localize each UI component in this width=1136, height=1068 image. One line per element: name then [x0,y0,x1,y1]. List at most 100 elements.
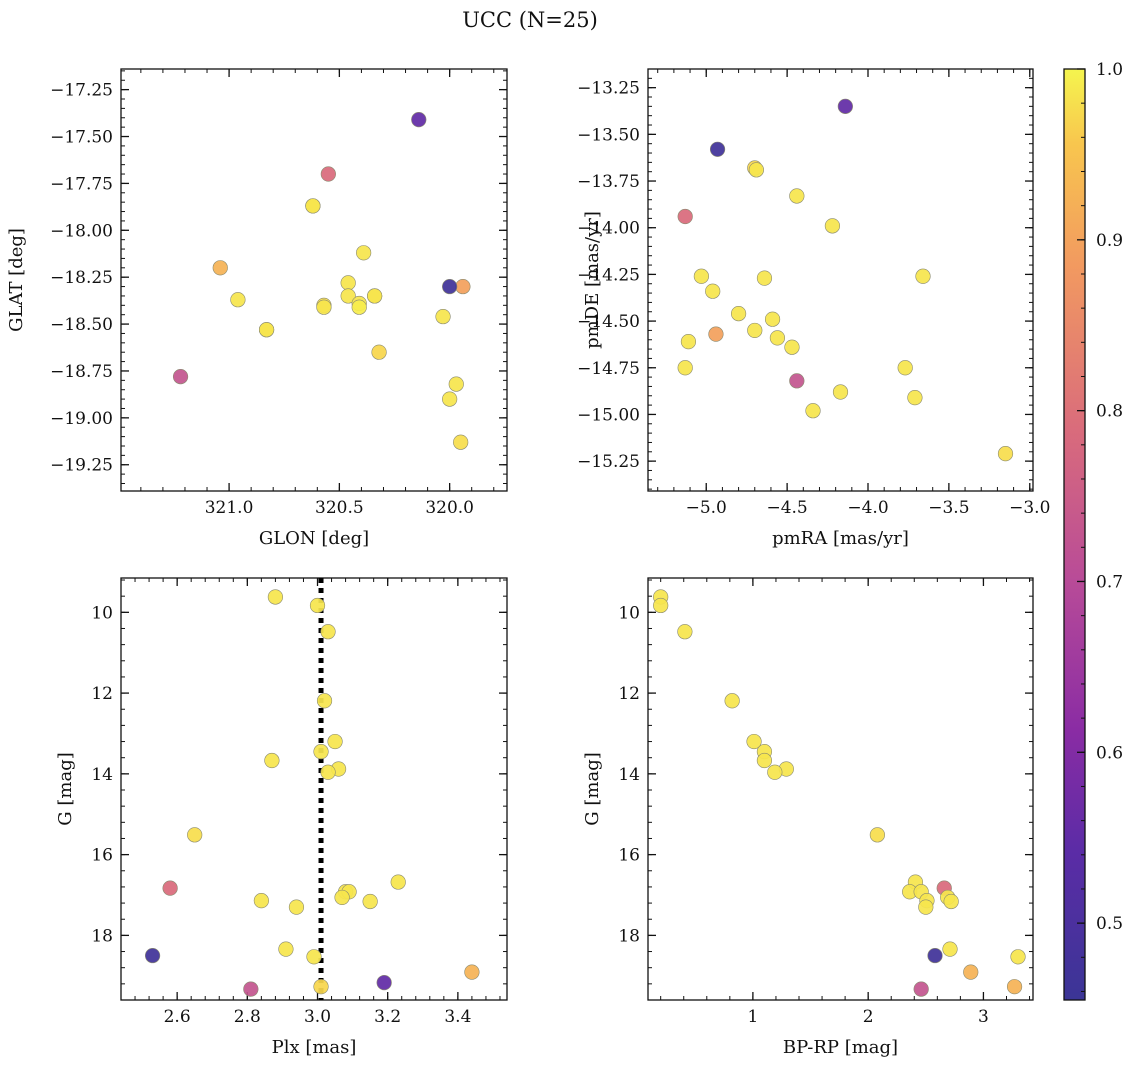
y-tick-label: 10 [618,603,640,623]
plot-frame [120,577,508,1001]
data-point [230,292,246,308]
data-point [1006,979,1023,995]
data-point [680,334,697,350]
data-point [724,693,740,709]
data-point [162,880,178,896]
y-tick-label: −15.00 [577,405,640,425]
x-tick-label: −5.0 [686,498,727,518]
data-point [455,278,471,295]
data-point [187,827,203,843]
data-point [746,733,762,750]
y-tick-label: 14 [618,765,640,785]
y-tick-label: −14.25 [577,265,640,285]
colorbar-tick-label: 0.8 [1096,402,1123,422]
y-tick-label: −14.50 [577,312,640,332]
data-point [288,899,305,915]
x-tick-label: 3.4 [444,1007,471,1027]
data-point [653,597,669,614]
data-point [356,245,372,261]
y-tick-label: −18.00 [50,221,113,241]
y-tick-label: 10 [91,603,113,623]
data-point [320,166,336,182]
y-tick-label: 18 [91,926,113,946]
data-point [907,390,923,406]
x-tick-label: −3.0 [1009,498,1050,518]
data-point [411,112,427,128]
data-point [677,360,693,376]
data-point [442,391,458,407]
data-point [316,299,332,315]
y-tick-label: −14.75 [577,359,640,379]
scatter-points [172,112,471,450]
data-point [748,162,764,178]
data-point [172,368,189,385]
colorbar-tick-label: 0.7 [1096,572,1123,592]
data-point [258,322,275,338]
y-tick-label: −18.25 [50,268,113,288]
data-point [913,981,929,997]
y-axis-label: GLAT [deg] [6,228,27,332]
y-axis-label: G [mag] [55,752,76,825]
data-point [371,344,387,360]
y-tick-label: −13.75 [577,172,640,192]
y-tick-label: 14 [91,765,113,785]
data-point [963,964,979,980]
x-tick-label: −4.0 [847,498,888,518]
data-point [764,311,781,327]
data-point [253,893,269,909]
figure-title: UCC (N=25) [462,8,598,32]
y-tick-label: −17.25 [50,81,113,101]
colorbar-tick-label: 1.0 [1096,60,1123,80]
data-point [351,299,367,315]
data-point [832,384,849,400]
data-point [320,624,336,640]
y-tick-label: 16 [91,846,113,866]
y-tick-label: 18 [618,926,640,946]
data-point [1010,949,1026,965]
data-point [264,752,280,769]
data-point [243,981,259,997]
y-axis-label: pmDE [mas/yr] [582,211,603,349]
data-point [730,306,747,322]
data-point [927,947,943,964]
data-point [756,752,773,769]
data-point [997,446,1014,462]
data-point [309,597,326,614]
data-point [340,288,356,304]
data-point [316,693,333,709]
data-point [789,373,805,389]
colorbar-tick-label: 0.5 [1096,914,1123,934]
data-point [313,744,329,760]
data-point [915,268,931,284]
data-point [267,589,284,605]
y-axis-label: G [mag] [582,752,603,825]
x-tick-label: 320.0 [425,498,474,518]
x-tick-label: −4.5 [766,498,807,518]
data-point [918,899,934,915]
x-tick-label: 320.5 [315,498,364,518]
x-tick-label: −3.5 [928,498,969,518]
data-point [943,893,959,910]
x-axis-label: pmRA [mas/yr] [772,528,909,549]
y-tick-label: −17.75 [50,174,113,194]
plot-frame [120,68,508,492]
plot-frame [647,68,1034,492]
y-tick-label: 12 [91,684,113,704]
data-point [784,339,800,355]
y-tick-label: −13.25 [577,79,640,99]
data-point [367,288,383,304]
x-tick-label: 2.6 [164,1007,191,1027]
colorbar: 0.5 0.6 0.7 0.8 0.9 1.0 [1063,60,1123,1001]
y-tick-label: −13.50 [577,125,640,145]
y-tick-label: −19.25 [50,456,113,476]
y-tick-label: −18.50 [50,315,113,335]
x-tick-label: 3.0 [304,1007,331,1027]
colorbar-tick-label: 0.6 [1096,743,1123,763]
data-point [693,268,709,284]
data-point [278,941,294,957]
data-point [448,376,464,392]
data-point [769,330,786,346]
data-point [212,260,228,276]
x-axis-label: Plx [mas] [272,1037,357,1058]
